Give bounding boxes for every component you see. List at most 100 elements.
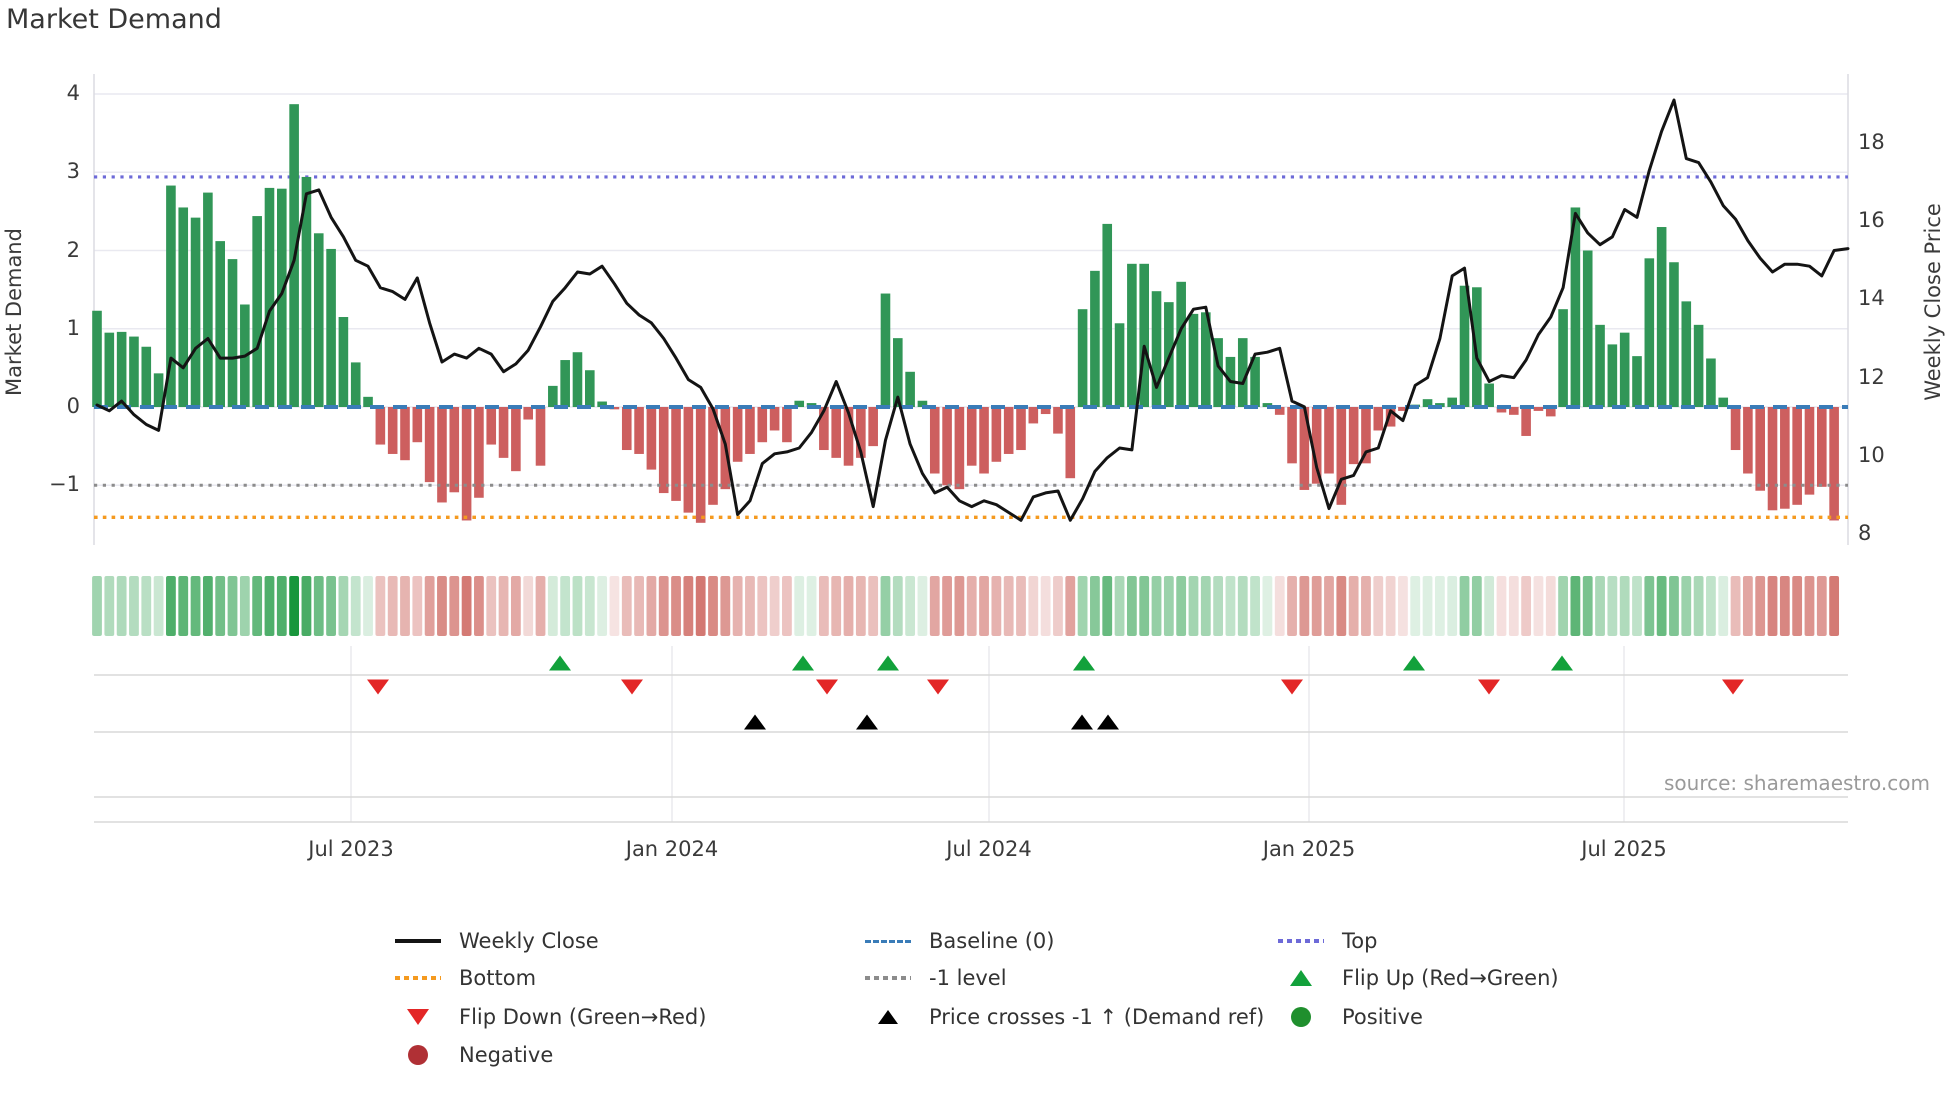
flip-down-marker	[621, 679, 643, 695]
legend-item-baseline: Baseline (0)	[863, 929, 1054, 953]
demand-bar	[942, 407, 952, 486]
demand-bar	[178, 207, 189, 407]
demand-bar	[905, 371, 915, 407]
demand-bar	[1681, 301, 1692, 407]
price-series	[95, 98, 1850, 522]
heatmap-cell	[794, 576, 805, 636]
heatmap-cell	[326, 576, 336, 636]
price-cross-marker	[856, 714, 878, 730]
y-tick-label-right: 8	[1858, 521, 1872, 545]
demand-bar	[1213, 338, 1223, 407]
heatmap-cell	[1262, 576, 1273, 636]
demand-bar	[511, 407, 521, 472]
demand-bar	[326, 248, 336, 407]
demand-bar	[769, 407, 780, 431]
demand-bar	[1545, 407, 1556, 417]
demand-bar	[1693, 324, 1704, 407]
heatmap-cell	[252, 576, 263, 636]
heatmap-cell	[917, 576, 928, 636]
demand-bar	[1127, 263, 1137, 407]
source-text: source: sharemaestro.com	[1664, 771, 1930, 795]
heatmap-cell	[1730, 576, 1741, 636]
heatmap-cell	[178, 576, 189, 636]
heatmap-cell	[929, 576, 940, 636]
heatmap-cell	[1434, 576, 1445, 636]
heatmap-cell	[991, 576, 1002, 636]
heatmap-cell	[1755, 576, 1766, 636]
demand-bar	[929, 407, 940, 474]
demand-bar	[782, 407, 792, 443]
heatmap-cell	[1521, 576, 1532, 636]
demand-bar	[153, 373, 164, 407]
heatmap-cell	[1422, 576, 1433, 636]
demand-bar	[794, 400, 805, 407]
demand-bar	[215, 241, 225, 407]
heatmap-cell	[1385, 576, 1396, 636]
heatmap-cell	[1607, 576, 1618, 636]
legend-item-bottom: Bottom	[393, 966, 536, 990]
flip-down-marker	[1281, 679, 1303, 695]
demand-bar	[609, 407, 620, 410]
demand-bar	[843, 407, 854, 466]
demand-bar	[350, 362, 361, 407]
flip-down-markers	[367, 679, 1744, 695]
demand-bar	[498, 407, 509, 458]
demand-bar	[1607, 344, 1618, 407]
heatmap-cell	[708, 576, 718, 636]
legend-item-minus1-level: -1 level	[863, 966, 1007, 990]
heatmap-cell	[1693, 576, 1704, 636]
heatmap-cell	[1151, 576, 1162, 636]
heatmap-cell	[695, 576, 706, 636]
heatmap-cell	[449, 576, 460, 636]
y-tick-label-right: 14	[1858, 286, 1885, 311]
y-tick-label-left: −1	[49, 472, 80, 497]
demand-bar	[1324, 407, 1334, 474]
heatmap-cell	[855, 576, 866, 636]
demand-bar	[1767, 407, 1778, 511]
demand-bar	[1053, 407, 1063, 434]
heatmap-cell	[769, 576, 780, 636]
heatmap-cell	[239, 576, 250, 636]
demand-bar	[277, 188, 287, 407]
demand-bar	[1533, 407, 1544, 411]
y-tick-label-right: 10	[1858, 442, 1885, 467]
heatmap-cell	[954, 576, 965, 636]
demand-bar	[1780, 407, 1790, 509]
demand-bar	[190, 217, 201, 407]
x-tick-label: Jul 2024	[946, 837, 1032, 861]
heatmap-cell	[1040, 576, 1051, 636]
heatmap-cell	[547, 576, 558, 636]
heatmap-cell	[215, 576, 226, 636]
heatmap-cell	[966, 576, 977, 636]
negative-circle-icon	[393, 1045, 443, 1065]
heatmap-cell	[1373, 576, 1384, 636]
heatmap-cell	[1656, 576, 1667, 636]
heatmap-cell	[153, 576, 164, 636]
demand-bar	[141, 346, 152, 407]
heatmap-cell	[646, 576, 657, 636]
price-line	[95, 98, 1850, 522]
heatmap-cell	[1681, 576, 1692, 636]
demand-bar	[1274, 407, 1285, 415]
y-tick-label-left: 0	[66, 394, 80, 418]
demand-bar	[1028, 407, 1039, 424]
demand-bar	[1151, 291, 1162, 407]
heatmap-cell	[1545, 576, 1556, 636]
legend-item-weekly-close: Weekly Close	[393, 929, 599, 953]
demand-bar	[1472, 287, 1482, 407]
heatmap-cell	[1213, 576, 1224, 636]
heatmap-cell	[745, 576, 755, 636]
baseline-dash-icon	[863, 939, 913, 943]
demand-bar	[1336, 407, 1347, 505]
heatmap-cell	[942, 576, 952, 636]
demand-bar	[1730, 407, 1741, 451]
flip-up-triangle-icon	[1276, 970, 1326, 986]
demand-bar	[1459, 285, 1470, 407]
demand-bar	[548, 385, 558, 407]
demand-bar	[313, 233, 324, 407]
heatmap-cell	[1471, 576, 1482, 636]
demand-bar	[671, 407, 681, 501]
x-tick-label: Jan 2024	[625, 837, 719, 861]
demand-bar	[461, 407, 472, 521]
